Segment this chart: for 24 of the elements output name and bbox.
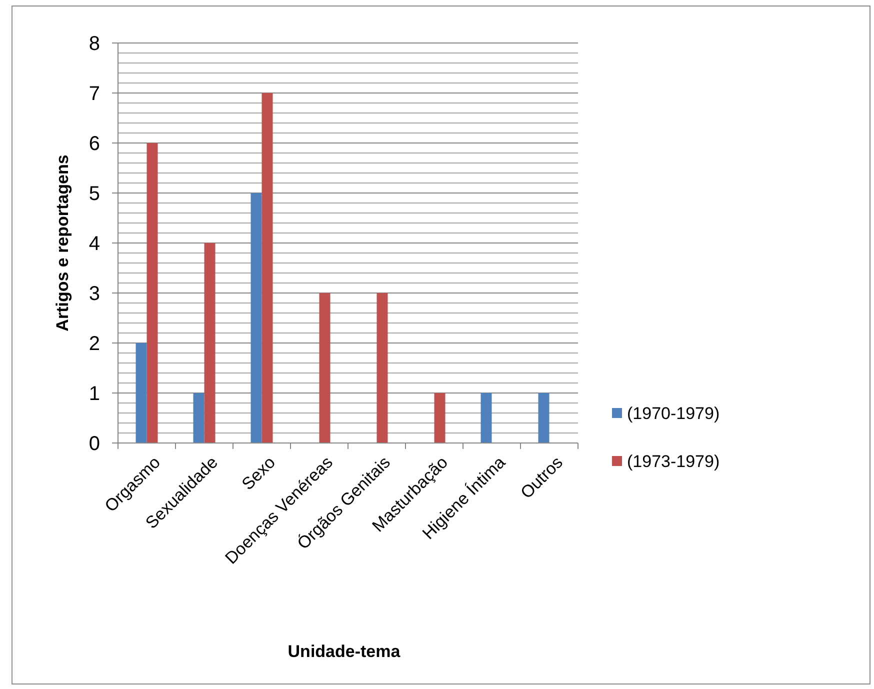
bar xyxy=(204,243,216,443)
bar xyxy=(250,193,262,443)
y-tick-label: 7 xyxy=(88,83,100,105)
y-tick-label: 4 xyxy=(88,233,100,255)
y-tick-label: 3 xyxy=(88,283,100,305)
legend-label: (1970-1979) xyxy=(627,404,720,423)
bar xyxy=(193,393,204,443)
y-tick-label: 5 xyxy=(88,183,100,205)
y-tick-label: 0 xyxy=(88,433,100,455)
bar xyxy=(136,343,147,443)
bar xyxy=(480,393,492,443)
bar xyxy=(262,93,273,443)
bar xyxy=(376,293,388,443)
bar xyxy=(538,393,550,443)
y-tick-label: 1 xyxy=(88,383,100,405)
y-tick-label: 2 xyxy=(88,333,100,355)
bar xyxy=(146,143,158,443)
y-tick-label: 8 xyxy=(88,33,100,55)
y-tick-label: 6 xyxy=(88,133,100,155)
bar xyxy=(319,293,330,443)
legend-label: (1973-1979) xyxy=(627,452,720,471)
x-axis-title: Unidade-tema xyxy=(288,642,401,661)
bar xyxy=(434,393,446,443)
y-axis-title: Artigos e reportagens xyxy=(53,154,72,332)
